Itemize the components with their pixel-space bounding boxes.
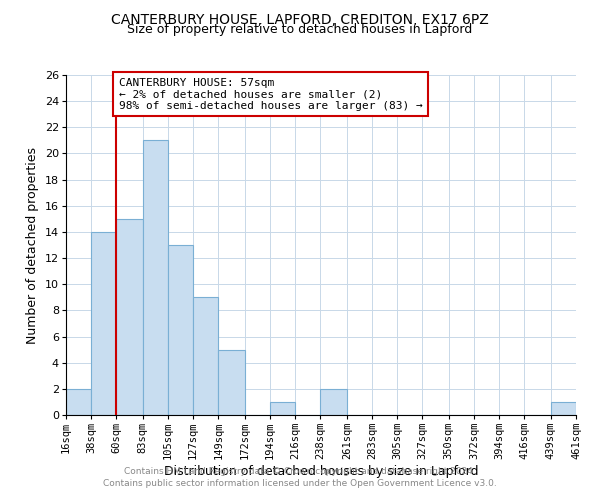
- Bar: [270, 402, 295, 415]
- Text: Contains HM Land Registry data © Crown copyright and database right 2024.
Contai: Contains HM Land Registry data © Crown c…: [103, 466, 497, 487]
- Text: CANTERBURY HOUSE, LAPFORD, CREDITON, EX17 6PZ: CANTERBURY HOUSE, LAPFORD, CREDITON, EX1…: [111, 12, 489, 26]
- Bar: [66, 389, 91, 415]
- Bar: [91, 232, 116, 415]
- Bar: [551, 402, 576, 415]
- Bar: [143, 140, 168, 415]
- Bar: [320, 389, 347, 415]
- Text: CANTERBURY HOUSE: 57sqm
← 2% of detached houses are smaller (2)
98% of semi-deta: CANTERBURY HOUSE: 57sqm ← 2% of detached…: [119, 78, 422, 111]
- Y-axis label: Number of detached properties: Number of detached properties: [26, 146, 39, 344]
- Bar: [193, 298, 218, 415]
- Text: Size of property relative to detached houses in Lapford: Size of property relative to detached ho…: [127, 24, 473, 36]
- Bar: [168, 245, 193, 415]
- X-axis label: Distribution of detached houses by size in Lapford: Distribution of detached houses by size …: [164, 465, 478, 478]
- Bar: [218, 350, 245, 415]
- Bar: [116, 219, 143, 415]
